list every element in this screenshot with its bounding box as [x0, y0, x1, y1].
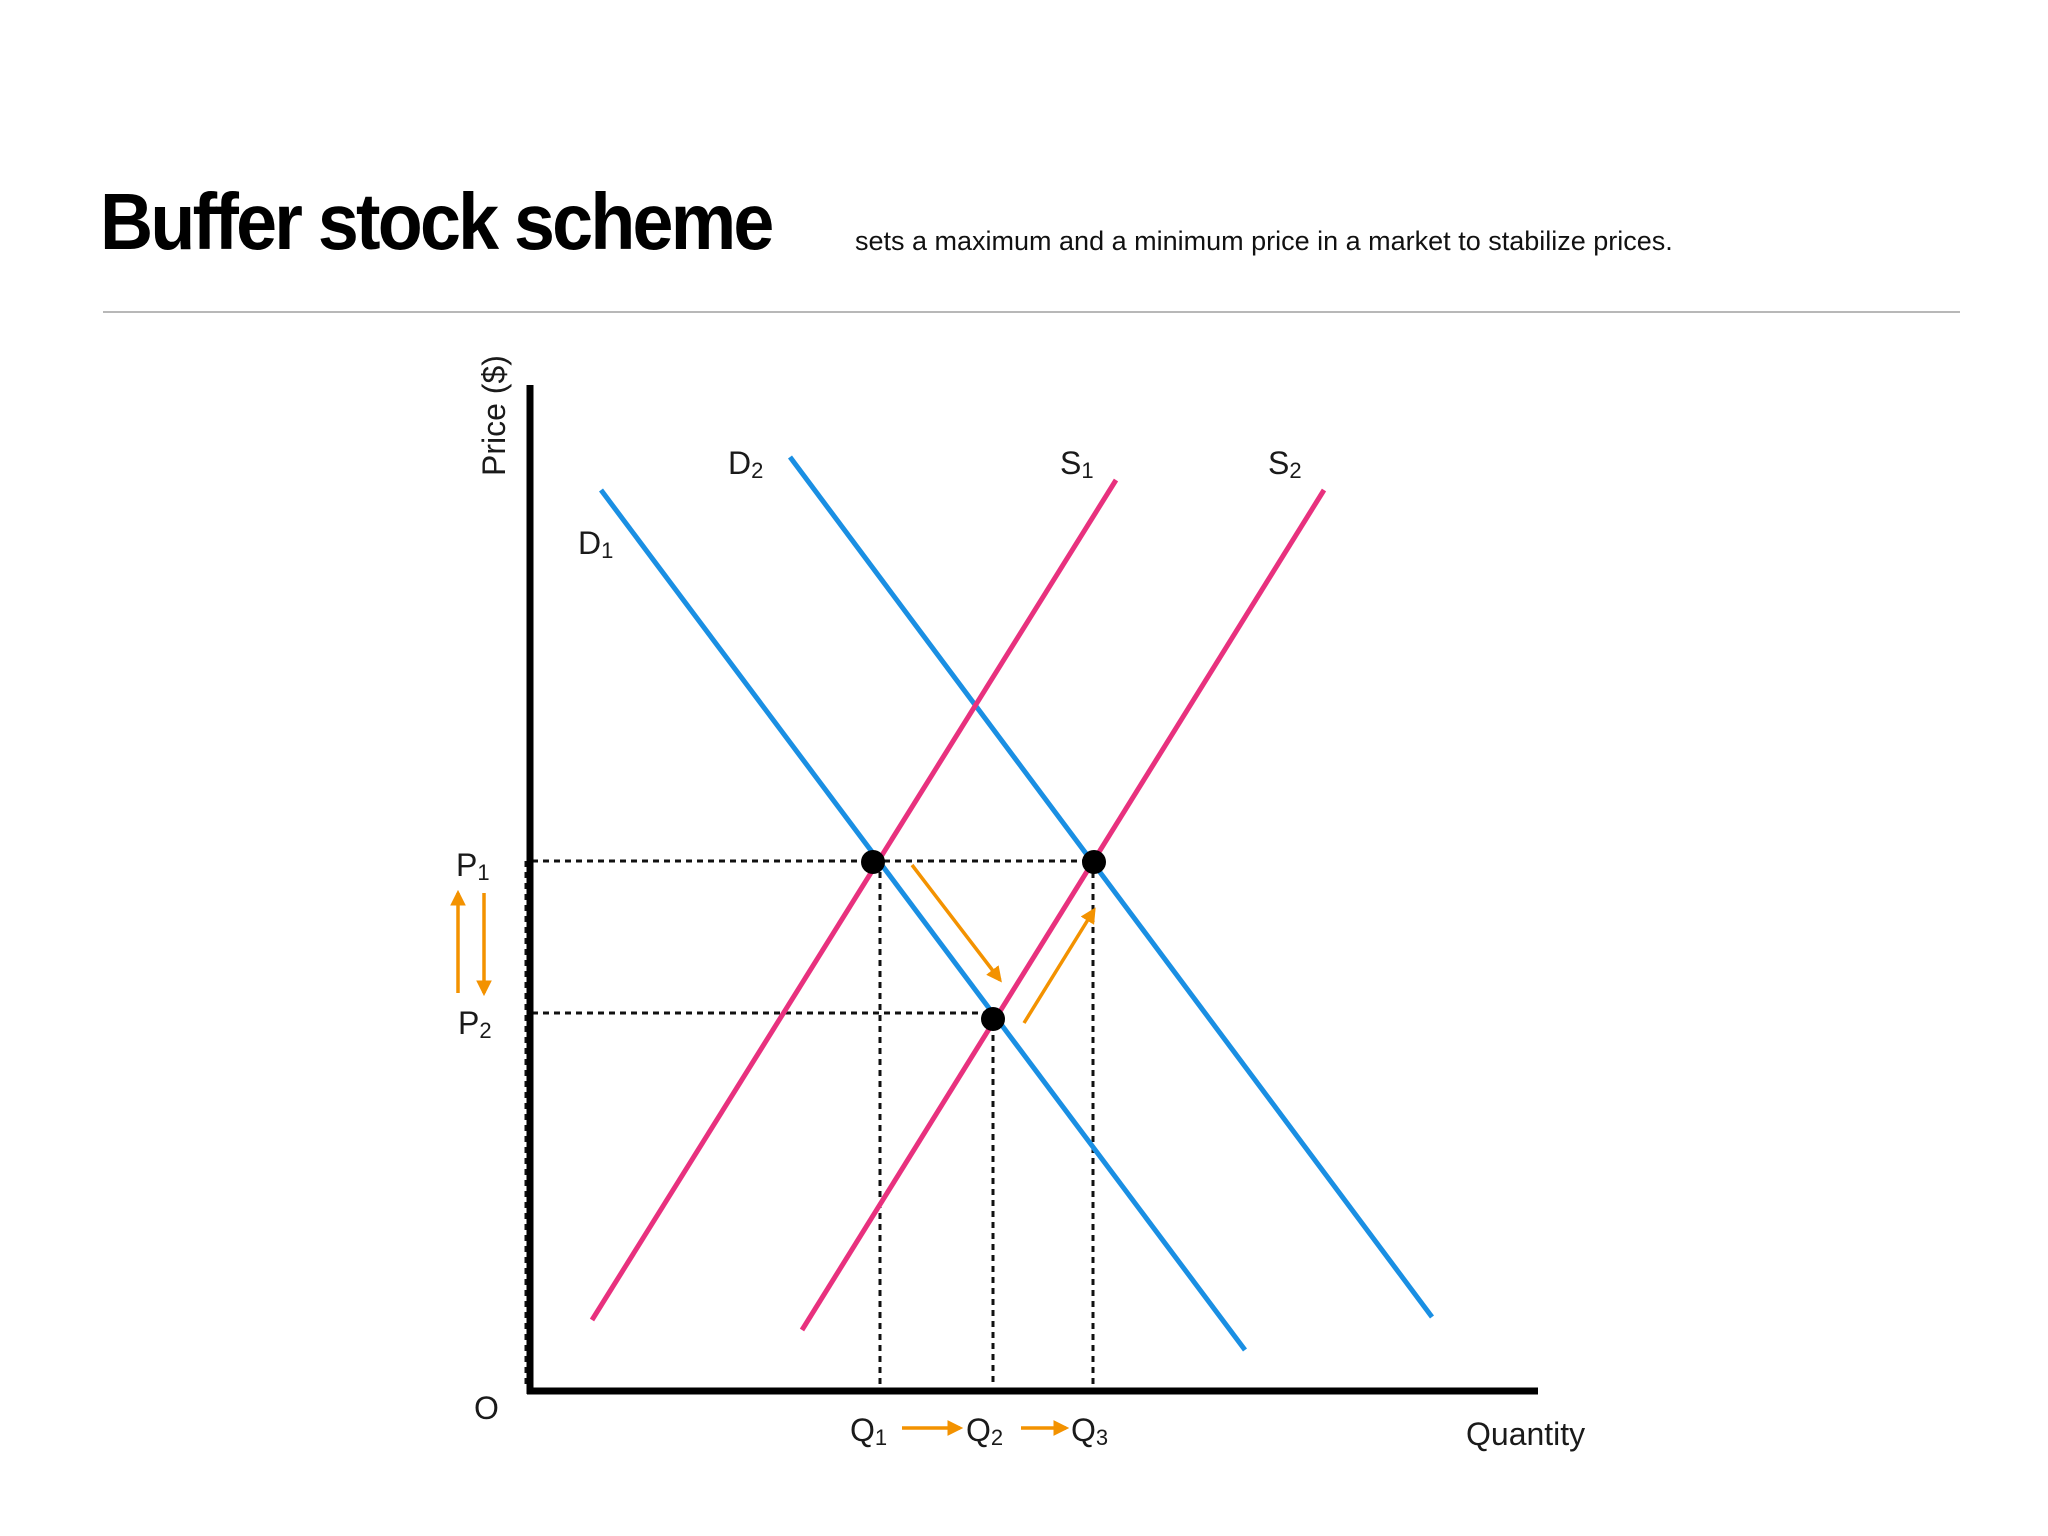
curve-label-s2: S2 — [1268, 445, 1302, 483]
curve-label-d1: D1 — [578, 525, 613, 563]
price-rise-arrow — [1022, 907, 1096, 1024]
page-subtitle: sets a maximum and a minimum price in a … — [855, 226, 1673, 256]
equilibrium-point-p2-q2 — [981, 1007, 1005, 1031]
supply-curve-s1 — [589, 478, 1119, 1322]
header: Buffer stock scheme sets a maximum and a… — [100, 170, 1960, 270]
equilibrium-point-p1-q3 — [1082, 850, 1106, 874]
guide-lines — [524, 859, 1095, 1387]
origin-label: O — [474, 1390, 499, 1426]
demand-curve-d1 — [598, 488, 1248, 1352]
equilibrium-point-p1-q1 — [861, 850, 885, 874]
curve-label-d2: D2 — [728, 445, 763, 483]
price-label-p1: P1 — [456, 847, 490, 885]
price-fall-arrow — [910, 863, 1002, 983]
price-label-p2: P2 — [458, 1005, 492, 1043]
shift-arrows — [450, 863, 1096, 1436]
curve-label-s1: S1 — [1060, 445, 1094, 483]
x-axis-label: Quantity — [1466, 1416, 1585, 1452]
quantity-label-q2: Q2 — [966, 1412, 1003, 1450]
y-axis-label: Price ($) — [476, 355, 512, 476]
demand-curve-d2 — [787, 455, 1435, 1319]
supply-curve-s2 — [799, 488, 1327, 1332]
quantity-label-q1: Q1 — [850, 1412, 887, 1450]
page-title: Buffer stock scheme — [100, 177, 774, 266]
header-divider — [103, 311, 1960, 313]
quantity-label-q3: Q3 — [1071, 1412, 1108, 1450]
